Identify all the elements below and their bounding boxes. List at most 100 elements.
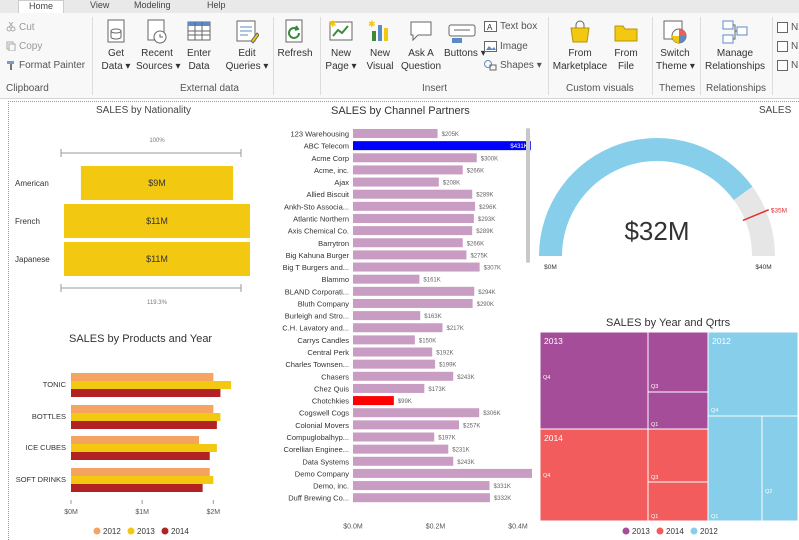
new-measure-button[interactable]: N xyxy=(777,22,798,34)
partner-value-label: $231K xyxy=(452,448,469,454)
partner-value-label: $431K xyxy=(510,144,527,150)
text-box-icon: A xyxy=(484,21,497,32)
edit-queries-button[interactable]: Edit Queries ▾ xyxy=(225,19,269,73)
new-page-button[interactable]: ✱ New Page ▾ xyxy=(325,19,357,72)
product-bar xyxy=(71,484,203,492)
funnel-bottom-label: 119.3% xyxy=(147,300,168,306)
shapes-button[interactable]: Shapes ▾ xyxy=(484,60,542,72)
partner-value-label: $199K xyxy=(439,363,456,369)
treemap-group xyxy=(540,332,709,430)
ask-question-line2: Question xyxy=(400,61,442,72)
relationships-group-label: Relationships xyxy=(706,83,767,94)
partner-bar xyxy=(353,493,490,503)
partner-bar xyxy=(353,226,473,236)
products-year-bar-chart[interactable]: TONIC BOTTLES ICE CUBES SOFT DRINKS $0M $1M $2… xyxy=(9,350,259,540)
external-data-group-label: External data xyxy=(180,83,239,94)
partner-category-label: Axis Chemical Co. xyxy=(288,227,349,236)
new-quick-measure-label: N xyxy=(791,60,799,72)
partner-bar xyxy=(353,335,415,345)
funnel-bar xyxy=(80,166,234,200)
folder-icon xyxy=(614,25,638,42)
partner-bar xyxy=(353,323,443,333)
format-painter-label: Format Painter xyxy=(19,60,86,71)
themes-group-label: Themes xyxy=(659,83,696,94)
buttons-button[interactable]: Buttons ▾ xyxy=(444,19,486,60)
product-bar xyxy=(71,421,217,429)
treemap-quarter-label: Q1 xyxy=(651,422,658,428)
tab-home[interactable]: Home xyxy=(18,0,65,13)
refresh-icon xyxy=(285,19,303,43)
legend-dot xyxy=(690,527,698,535)
get-data-button[interactable]: Get Data ▾ xyxy=(99,19,133,73)
new-column-button[interactable]: N xyxy=(777,41,798,53)
nationality-funnel-chart[interactable]: 100% American $9M French $11M Japanese $11M 119… xyxy=(9,120,269,320)
partner-axis-tick: $0.0M xyxy=(343,523,363,530)
tab-help[interactable]: Help xyxy=(207,0,226,10)
new-measure-label: N xyxy=(791,22,799,34)
gauge-value-label: $32M xyxy=(624,216,689,246)
partner-category-label: Chotchkies xyxy=(312,397,349,406)
product-bar xyxy=(71,413,221,421)
from-marketplace-button[interactable]: From Marketplace xyxy=(552,19,608,73)
partner-bar xyxy=(353,408,480,418)
partner-value-label: $332K xyxy=(494,496,511,502)
product-category-label: TONIC xyxy=(43,380,67,389)
partner-value-label: $290K xyxy=(477,302,494,308)
copy-button[interactable]: Copy xyxy=(6,41,42,53)
partner-value-label: $266K xyxy=(467,241,484,247)
legend-label: 2014 xyxy=(171,527,189,536)
buttons-label: Buttons xyxy=(444,48,478,59)
image-button[interactable]: Image xyxy=(484,41,528,53)
partner-value-label: $306K xyxy=(483,411,500,417)
scrollbar[interactable] xyxy=(526,128,530,263)
recent-clock-icon xyxy=(147,19,167,44)
switch-theme-button[interactable]: Switch Theme ▾ xyxy=(656,19,695,73)
new-visual-line2: Visual xyxy=(366,61,394,72)
group-divider xyxy=(548,17,549,95)
funnel-category-label: French xyxy=(15,217,40,226)
partner-bar xyxy=(353,250,467,260)
treemap-group xyxy=(540,428,709,522)
partner-value-label: $289K xyxy=(476,229,493,235)
partner-bar xyxy=(353,177,439,187)
get-data-line2: Data xyxy=(101,61,123,72)
text-box-button[interactable]: A Text box xyxy=(484,21,537,33)
new-visual-button[interactable]: ✱ New Visual xyxy=(363,19,397,73)
buttons-icon xyxy=(448,24,476,43)
year-qrtrs-treemap[interactable]: 2013 2014 2012 Q4 Q3 Q1 Q4 Q3 Q1 Q4 Q1 Q2 2013 2014 20… xyxy=(540,332,798,537)
enter-data-button[interactable]: Enter Data xyxy=(183,19,215,73)
product-bar xyxy=(71,444,217,452)
new-column-label: N xyxy=(791,41,799,53)
partner-value-label: $217K xyxy=(447,326,464,332)
recent-sources-button[interactable]: Recent Sources ▾ xyxy=(136,19,181,73)
database-icon xyxy=(107,19,125,43)
partner-category-label: Acme Corp xyxy=(311,154,349,163)
partner-category-label: Ankh-Sto Associa... xyxy=(284,202,349,211)
treemap-quarter-label: Q3 xyxy=(651,384,658,390)
ask-question-button[interactable]: Ask A Question xyxy=(400,19,442,73)
product-axis-tick: $2M xyxy=(206,509,220,516)
refresh-button[interactable]: Refresh xyxy=(277,19,313,60)
product-axis-tick: $1M xyxy=(135,509,149,516)
partner-value-label: $197K xyxy=(438,436,455,442)
gauge-remaining-arc xyxy=(733,186,775,256)
partner-category-label: ABC Telecom xyxy=(304,142,349,151)
channel-partners-bar-chart[interactable]: 123 Warehousing $205K ABC Telecom $431K Acme… xyxy=(264,128,532,540)
cut-button[interactable]: Cut xyxy=(6,22,35,34)
manage-relationships-button[interactable]: Manage Relationships xyxy=(703,19,767,73)
legend-label: 2013 xyxy=(137,527,155,536)
partner-value-label: $243K xyxy=(457,460,474,466)
ask-question-line1: Ask A xyxy=(408,48,434,59)
partner-bar xyxy=(353,420,460,430)
tab-view[interactable]: View xyxy=(90,0,110,10)
relationships-icon xyxy=(722,20,748,44)
partner-category-label: Burleigh and Stro... xyxy=(285,312,349,321)
marketplace-bag-icon xyxy=(570,20,590,43)
from-file-button[interactable]: From File xyxy=(610,19,642,73)
tab-modeling[interactable]: Modeling xyxy=(134,0,171,10)
format-painter-button[interactable]: Format Painter xyxy=(6,60,85,72)
partner-category-label: Cogswell Cogs xyxy=(299,409,349,418)
paintbrush-icon xyxy=(7,61,14,71)
new-quick-measure-button[interactable]: N xyxy=(777,60,798,72)
sales-gauge-chart[interactable]: $35M $32M $0M $40M xyxy=(533,120,799,290)
